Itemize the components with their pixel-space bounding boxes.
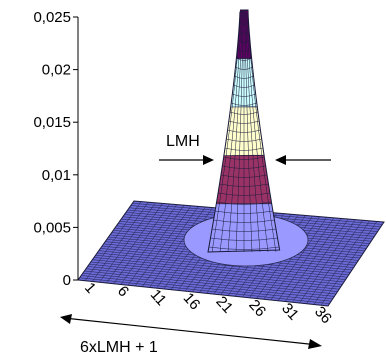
surface-peak <box>183 9 309 267</box>
floor-grid-line <box>81 275 332 302</box>
floor-grid-line <box>320 221 378 306</box>
peak-mesh-ring <box>239 21 249 25</box>
peak-mesh-ring <box>220 174 268 178</box>
floor-grid-line <box>113 203 170 284</box>
span-arrow-head-right <box>308 339 322 349</box>
floor-grid-line <box>92 259 343 285</box>
floor-grid-line <box>97 252 348 278</box>
floor-grid-line <box>299 219 356 304</box>
peak-outline <box>207 9 281 253</box>
floor-grid-line <box>277 217 335 301</box>
floor-grid-line <box>134 205 192 287</box>
y-tick-label: 0 <box>63 272 71 289</box>
peak-mesh-line <box>211 11 241 253</box>
peak-mesh-ring <box>213 219 275 223</box>
floor-grid-line <box>90 261 341 288</box>
floor-grid-line <box>92 202 149 282</box>
y-tick-label: 0,02 <box>42 62 71 79</box>
floor-grid-line <box>79 277 330 304</box>
floor-grid-line <box>127 205 185 286</box>
floor-grid-line <box>106 203 163 284</box>
peak-mesh-ring <box>223 156 265 160</box>
x-tick-label: 31 <box>278 300 302 324</box>
peak-mesh-ring <box>232 93 256 97</box>
peak-mesh-ring <box>233 84 255 88</box>
peak-mesh-line <box>235 11 244 253</box>
peak-mesh-ring <box>215 210 273 214</box>
peak-mesh-ring <box>218 192 270 196</box>
peak-mesh-ring <box>226 138 262 142</box>
floor-grid-line <box>142 206 199 287</box>
floor-grid-line <box>84 201 142 281</box>
peak-mesh-ring <box>219 183 269 187</box>
y-axis: 0,025 0,02 0,015 0,01 0,005 0 <box>33 9 79 289</box>
floor-grid-line <box>120 204 178 285</box>
peak-mesh-ring <box>227 129 261 133</box>
peak-mesh-line <box>219 11 242 253</box>
floor-grid-line <box>87 266 338 292</box>
span-arrow-line <box>63 317 319 346</box>
peak-mesh-ring <box>238 30 250 34</box>
x-tick: 1 <box>81 279 99 297</box>
peak-mesh-ring <box>236 57 252 61</box>
span-label: 6xLMH + 1 <box>80 339 158 356</box>
x-tick-label: 36 <box>311 303 335 327</box>
floor-grid-line <box>89 263 340 290</box>
y-tick-label: 0,015 <box>33 114 71 131</box>
x-tick: 36 <box>311 303 335 327</box>
x-tick-label: 6 <box>114 283 132 301</box>
floor-grid-line <box>85 268 337 295</box>
floor-grid-line <box>82 272 333 300</box>
width-arrow-right-head <box>275 155 286 165</box>
x-tick-label: 26 <box>245 296 269 320</box>
peak-mesh-line <box>246 11 269 253</box>
floor-grid-line <box>306 220 363 304</box>
floor-grid-line <box>292 218 349 303</box>
peak-mesh-ring <box>237 48 251 52</box>
peak-mesh-ring <box>237 39 251 43</box>
floor-grid-line <box>284 218 342 302</box>
peak-mesh-ring <box>208 246 280 250</box>
peak-mesh-ring <box>235 66 253 70</box>
floor-grid-line <box>270 217 328 301</box>
x-tick: 26 <box>245 296 269 320</box>
width-label: LMH <box>166 133 200 150</box>
peak-mesh-line <box>244 11 253 253</box>
peak-mesh-ring <box>231 102 257 106</box>
x-tick: 31 <box>278 300 302 324</box>
peak-mesh-ring <box>228 120 260 124</box>
floor-grid-line <box>313 220 370 305</box>
peak-mesh-ring <box>211 228 277 232</box>
floor-grid-line <box>149 206 206 288</box>
x-tick: 6 <box>114 283 132 301</box>
y-tick-label: 0,025 <box>33 9 71 26</box>
floor-grid-line <box>99 202 156 283</box>
y-tick-label: 0,005 <box>33 219 71 236</box>
peak-mesh-ring <box>229 111 259 115</box>
annotations: LMH 6xLMH + 1 <box>60 133 331 356</box>
width-arrow-left-head <box>203 155 214 165</box>
peak-mesh-ring <box>210 237 278 241</box>
peak-mesh-ring <box>222 165 266 169</box>
peak-mesh-ring <box>234 75 254 79</box>
peak-mesh-line <box>247 11 277 253</box>
floor-grid-line <box>84 270 335 297</box>
x-tick-label: 1 <box>81 279 99 297</box>
peak-mesh-ring <box>216 201 272 205</box>
floor-grid-line <box>95 254 346 280</box>
y-tick-label: 0,01 <box>42 167 71 184</box>
floor-grid-line <box>93 257 345 283</box>
peak-mesh-ring <box>224 147 264 151</box>
span-arrow-head-left <box>60 314 72 324</box>
